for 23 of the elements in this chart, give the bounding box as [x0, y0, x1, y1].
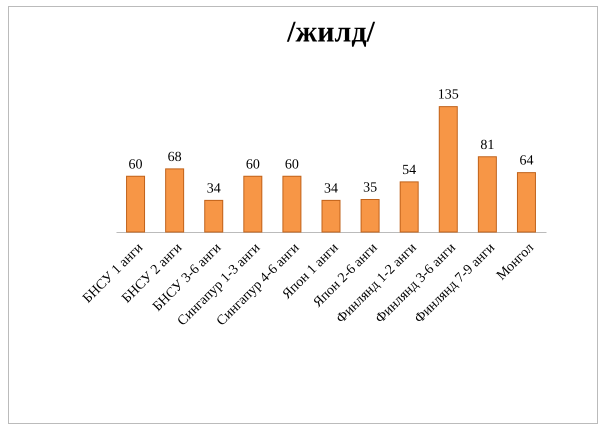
bar [126, 176, 146, 232]
data-label: 81 [480, 138, 494, 153]
data-label: 60 [284, 157, 299, 172]
bar [400, 181, 419, 232]
data-label: 35 [363, 180, 378, 196]
data-label: 60 [246, 157, 260, 172]
data-label: 54 [402, 162, 416, 178]
bar [516, 172, 536, 232]
bar [360, 199, 380, 232]
bar [204, 200, 224, 232]
chart-title: /жилд/ [286, 16, 376, 49]
data-label: 64 [519, 154, 534, 169]
bar [243, 176, 262, 232]
data-label: 68 [168, 150, 182, 165]
bar [478, 156, 497, 232]
bar [322, 200, 340, 232]
data-label: 135 [438, 88, 459, 103]
data-label: 60 [128, 157, 143, 172]
bar [165, 168, 184, 232]
bar [438, 106, 458, 232]
bar [282, 176, 302, 232]
data-label: 34 [206, 181, 221, 196]
data-label: 34 [324, 181, 338, 196]
